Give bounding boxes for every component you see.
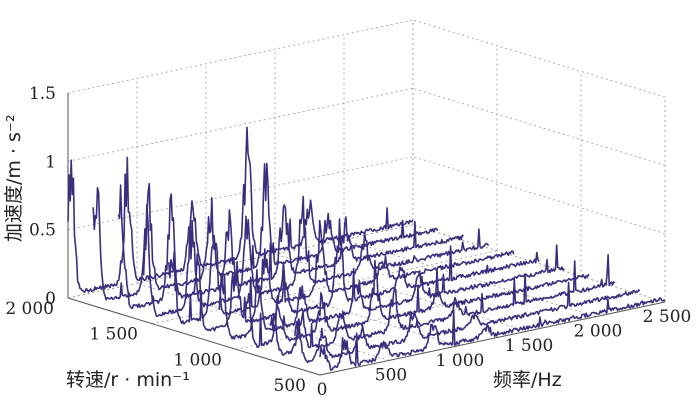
z-axis-label: 加速度/m · s⁻²	[3, 114, 25, 242]
floor-gridline	[67, 224, 414, 299]
floor-gridline	[136, 283, 390, 361]
y-tick-label: 2 000	[5, 299, 54, 319]
z-tick-label: 0	[45, 289, 56, 309]
back-wall-gridline	[67, 156, 414, 231]
x-tick-label: 1 500	[505, 336, 554, 356]
x-tick-label: 0	[317, 380, 328, 400]
floor-gridline	[412, 224, 666, 303]
back-wall-gridline	[67, 87, 414, 162]
x-tick-label: 2 500	[643, 307, 692, 327]
y-axis-label: 转速/r · min⁻¹	[66, 369, 190, 391]
spectrum-line-500	[319, 297, 666, 371]
tick-labels: 0 500 1 000 1 500 2 000 2 500 500 1 000 1 500 2 0…	[5, 84, 691, 400]
spectrum-line-950	[243, 259, 590, 349]
floor-gridline	[274, 253, 528, 332]
x-tick-label: 500	[375, 365, 407, 385]
floor-gridline	[205, 268, 459, 347]
frequency-axis	[319, 301, 666, 376]
side-wall-gridline	[412, 156, 666, 235]
floor-gridline	[343, 239, 597, 317]
back-wall-gridline	[67, 19, 414, 94]
spectrum-line-2000	[67, 126, 414, 294]
floor-gridline	[151, 250, 498, 325]
spectrum-line-1850	[92, 162, 439, 301]
y-tick-label: 500	[274, 376, 306, 396]
spectrum-line-650	[294, 281, 641, 364]
side-wall-gridline	[412, 87, 666, 166]
side-wall-gridline	[412, 19, 666, 98]
y-tick-label: 1 000	[173, 350, 222, 370]
spectra	[67, 126, 666, 371]
speed-axis	[67, 297, 321, 376]
spectrum-line-1700	[117, 184, 464, 310]
z-tick-label: 0.5	[29, 221, 56, 241]
z-tick-label: 1	[45, 152, 56, 172]
z-tick-label: 1.5	[29, 84, 56, 104]
x-tick-label: 1 000	[436, 351, 485, 371]
y-tick-label: 1 500	[89, 325, 138, 345]
x-tick-label: 2 000	[574, 322, 623, 342]
x-axis-label: 频率/Hz	[493, 369, 562, 391]
